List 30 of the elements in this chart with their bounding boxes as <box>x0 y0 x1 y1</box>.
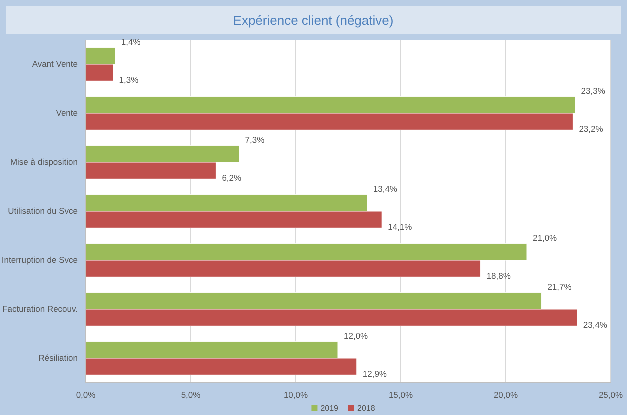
x-tick-label: 15,0% <box>388 390 414 400</box>
data-label: 21,0% <box>533 232 558 243</box>
data-label: 12,9% <box>362 369 388 380</box>
x-tick-label: 25,0% <box>598 390 624 400</box>
y-tick-label: Facturation Recouv. <box>2 304 78 314</box>
legend-label: 2019 <box>320 404 340 413</box>
data-label: 1,4% <box>121 36 142 47</box>
data-label: 14,1% <box>388 222 413 232</box>
y-tick-label: Mise à disposition <box>10 157 78 168</box>
data-label: 21,7% <box>548 282 572 292</box>
y-tick-label: Utilisation du Svce <box>8 206 78 216</box>
x-tick-label: 5,0% <box>181 390 202 400</box>
y-tick-label: Avant Vente <box>32 59 78 70</box>
x-tick-label: 0,0% <box>76 390 96 400</box>
data-label: 7,3% <box>245 134 266 145</box>
data-label: 6,2% <box>222 173 242 184</box>
data-label: 13,4% <box>373 184 398 194</box>
y-tick-label: Interruption de Svce <box>2 255 78 266</box>
x-tick-label: 10,0% <box>284 390 308 400</box>
data-label: 1,3% <box>119 75 140 86</box>
y-tick-label: Vente <box>56 108 78 118</box>
x-tick-label: 20,0% <box>494 390 518 400</box>
legend-label: 2018 <box>358 404 376 413</box>
y-tick-label: Résiliation <box>38 353 78 364</box>
data-label: 23,3% <box>581 86 606 96</box>
data-label: 23,2% <box>579 124 604 134</box>
data-label: 12,0% <box>344 330 369 341</box>
chart-title: Expérience client (négative) <box>233 13 394 28</box>
data-label: 18,8% <box>486 271 512 282</box>
data-label: 23,4% <box>583 320 608 330</box>
